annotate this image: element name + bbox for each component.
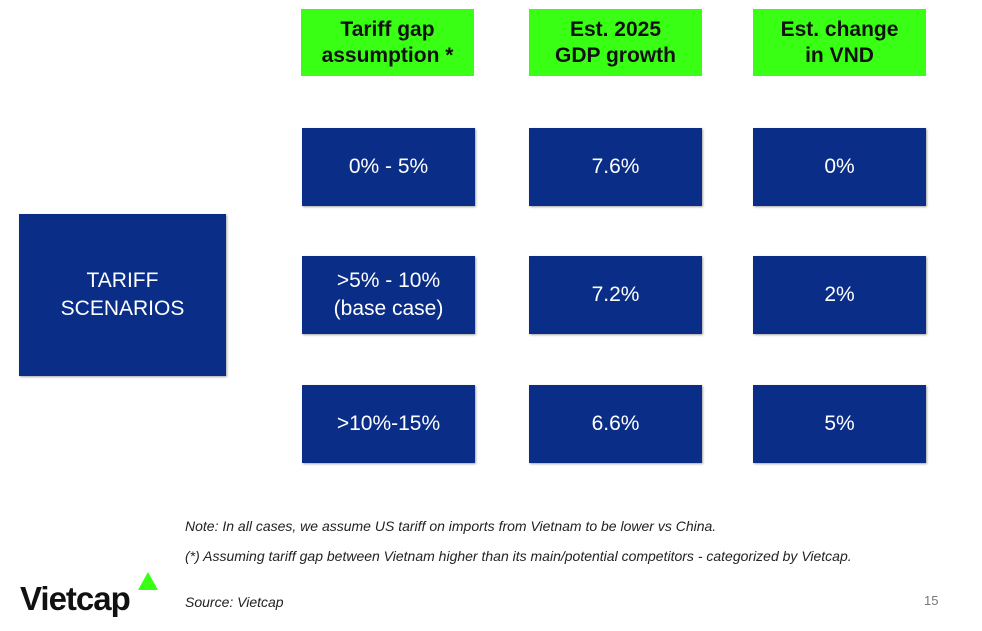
cell-text: >5% - 10% (base case) (333, 269, 444, 320)
cell-text: >10%-15% (336, 412, 441, 435)
cell-text: 0% - 5% (348, 155, 429, 178)
footnote-text: (*) Assuming tariff gap between Vietnam … (185, 548, 852, 564)
cell-text: 7.6% (591, 155, 640, 178)
cell-r2-gdp: 7.2% (529, 256, 702, 334)
logo-triangle-icon (138, 572, 158, 590)
cell-r1-tariff: 0% - 5% (302, 128, 475, 206)
header-label: Est. 2025 GDP growth (555, 17, 676, 67)
cell-r2-vnd: 2% (753, 256, 926, 334)
header-label: Est. change in VND (780, 17, 899, 67)
cell-text: 2% (824, 283, 855, 306)
header-tariff-gap: Tariff gap assumption * (301, 9, 474, 76)
header-label: Tariff gap assumption * (321, 17, 454, 67)
cell-r1-vnd: 0% (753, 128, 926, 206)
cell-text: 6.6% (591, 412, 640, 435)
page-number: 15 (924, 593, 939, 608)
cell-r3-vnd: 5% (753, 385, 926, 463)
cell-r3-gdp: 6.6% (529, 385, 702, 463)
header-gdp-growth: Est. 2025 GDP growth (529, 9, 702, 76)
cell-text: 5% (824, 412, 855, 435)
cell-r1-gdp: 7.6% (529, 128, 702, 206)
cell-text: 0% (824, 155, 855, 178)
note-text: Note: In all cases, we assume US tariff … (185, 518, 717, 534)
header-vnd-change: Est. change in VND (753, 9, 926, 76)
cell-r2-tariff: >5% - 10% (base case) (302, 256, 475, 334)
cell-text: 7.2% (591, 283, 640, 306)
cell-r3-tariff: >10%-15% (302, 385, 475, 463)
vietcap-logo: Vietcap (20, 580, 131, 617)
source-text: Source: Vietcap (185, 594, 284, 610)
row-label: TARIFF SCENARIOS (60, 269, 185, 320)
tariff-scenarios-box: TARIFF SCENARIOS (19, 214, 226, 376)
